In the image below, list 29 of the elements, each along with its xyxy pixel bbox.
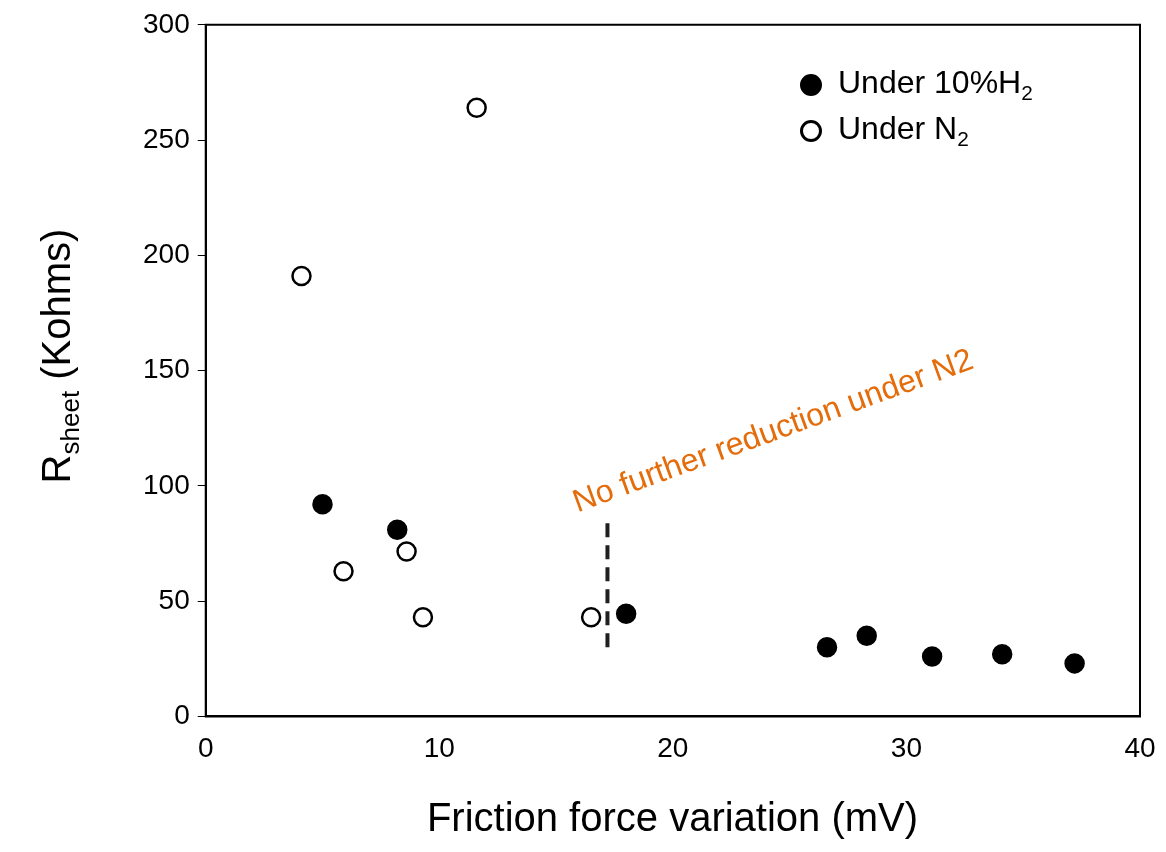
- y-tick-label: 250: [143, 122, 190, 154]
- point: [580, 607, 602, 628]
- point: [856, 625, 877, 646]
- x-tick-label: 0: [197, 731, 214, 763]
- point: [412, 607, 434, 628]
- point: [466, 97, 487, 119]
- point: [991, 643, 1013, 665]
- x-axis-title: Friction force variation (mV): [425, 795, 920, 840]
- y-tick-label: 100: [143, 468, 190, 500]
- y-tick-label: 150: [143, 353, 190, 385]
- point: [921, 646, 943, 667]
- y-tick-label: 0: [174, 699, 190, 731]
- point: [396, 541, 417, 562]
- legend-label: Under N$_{2}$: [838, 110, 969, 152]
- point: [312, 494, 333, 515]
- x-tick-label: 40: [1124, 731, 1156, 763]
- y-tick-label: 50: [158, 583, 190, 615]
- point: [1064, 653, 1085, 674]
- point: [816, 636, 838, 658]
- point: [333, 560, 354, 582]
- point: [387, 519, 408, 540]
- legend-label: Under 10%H$_{2}$: [838, 64, 1033, 106]
- point: [615, 603, 637, 625]
- x-tick-label: 30: [890, 731, 923, 763]
- y-tick-label: 200: [143, 238, 190, 270]
- y-tick-label: 300: [143, 7, 190, 39]
- point: [291, 265, 312, 287]
- x-tick-label: 20: [657, 731, 689, 763]
- x-tick-label: 10: [423, 731, 455, 763]
